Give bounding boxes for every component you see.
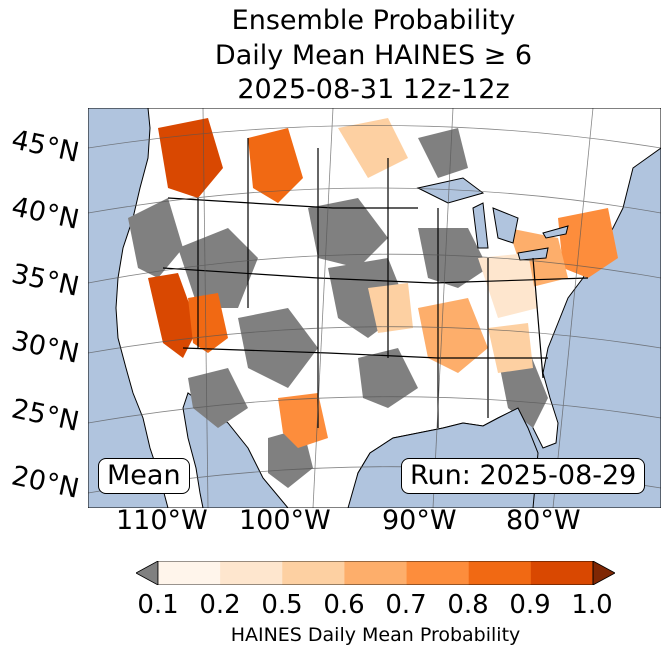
lon-label-90: 90°W — [382, 505, 457, 536]
colorbar-segment — [406, 561, 470, 585]
lon-label-100: 100°W — [239, 505, 331, 536]
probability-regions — [148, 118, 618, 448]
colorbar-segment — [530, 561, 594, 585]
colorbar-tick-0: 0.1 — [137, 590, 179, 620]
colorbar-tick-1: 0.2 — [199, 590, 241, 620]
probability-map — [88, 108, 661, 508]
colorbar-tick-7: 1.0 — [571, 590, 613, 620]
colorbar-tick-5: 0.8 — [447, 590, 489, 620]
run-label: Run: 2025-08-29 — [401, 458, 646, 494]
lon-label-110: 110°W — [116, 505, 208, 536]
colorbar — [136, 561, 615, 585]
colorbar-tick-4: 0.7 — [385, 590, 427, 620]
colorbar-under-arrow — [136, 561, 159, 585]
lat-label-40: 40°N — [8, 191, 82, 236]
lat-label-25: 25°N — [8, 393, 82, 438]
stat-label: Mean — [98, 458, 190, 494]
lat-label-35: 35°N — [8, 258, 82, 303]
lat-label-20: 20°N — [8, 460, 82, 505]
lat-label-45: 45°N — [8, 124, 82, 169]
colorbar-tick-3: 0.6 — [323, 590, 365, 620]
colorbar-tick-6: 0.9 — [509, 590, 551, 620]
lon-label-80: 80°W — [506, 505, 581, 536]
colorbar-segment — [220, 561, 283, 585]
colorbar-segment — [282, 561, 345, 585]
colorbar-label: HAINES Daily Mean Probability — [230, 624, 521, 646]
colorbar-segment — [158, 561, 221, 585]
title-line-2: Daily Mean HAINES ≥ 6 — [214, 40, 533, 71]
title-line-3: 2025-08-31 12z-12z — [237, 74, 510, 105]
state-boundaries — [162, 138, 589, 428]
lat-label-30: 30°N — [8, 325, 82, 370]
colorbar-segment — [468, 561, 532, 585]
colorbar-segment — [344, 561, 408, 585]
colorbar-over-arrow — [592, 561, 615, 585]
great-lakes — [416, 177, 569, 261]
title-line-1: Ensemble Probability — [231, 5, 516, 36]
colorbar-tick-2: 0.5 — [261, 590, 303, 620]
